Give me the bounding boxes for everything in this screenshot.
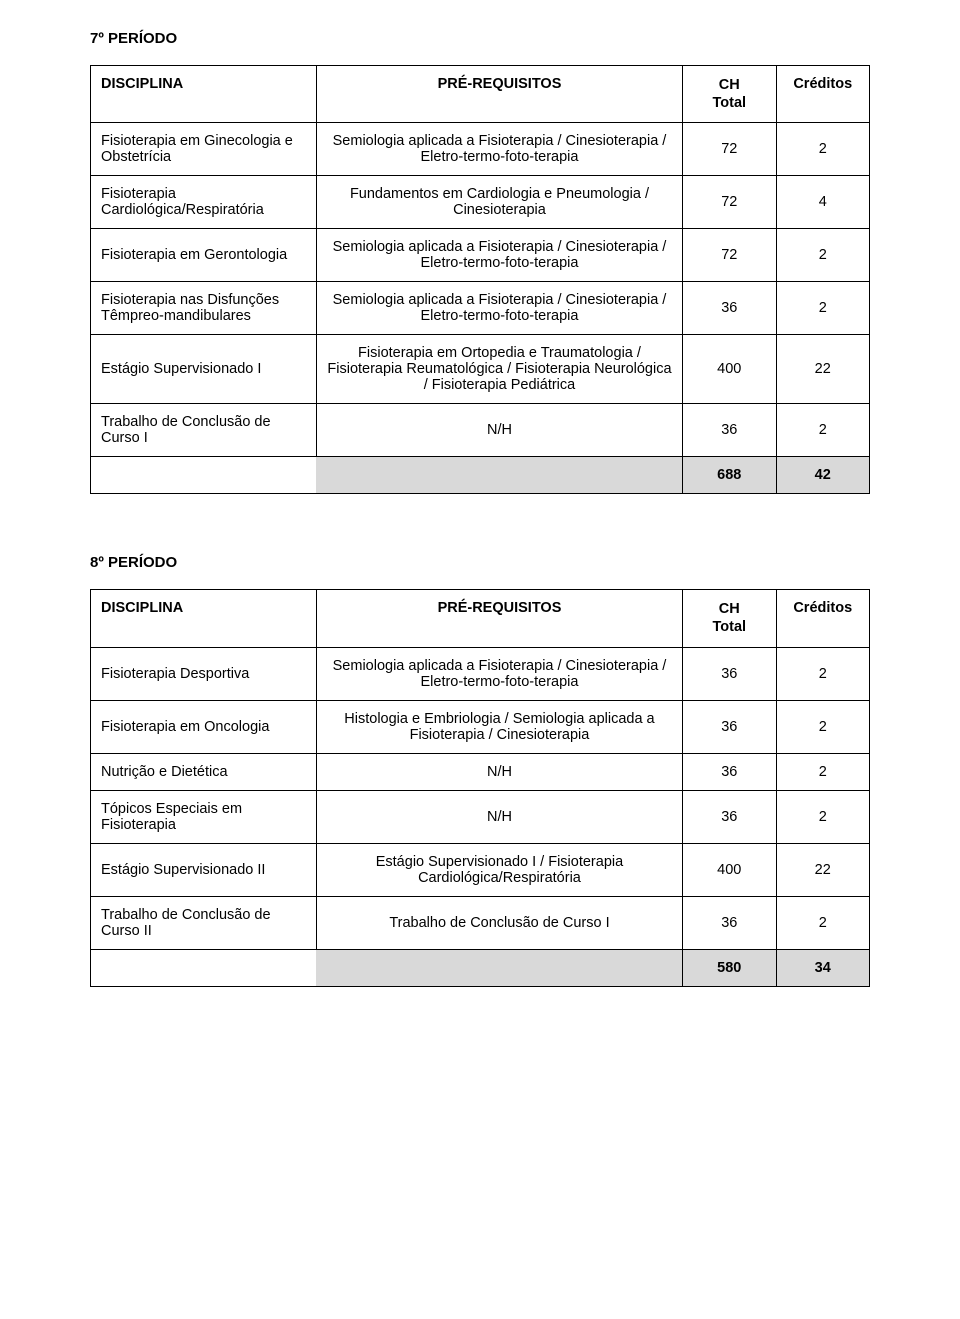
cell-prereq: Fundamentos em Cardiologia e Pneumologia… [316,176,682,229]
table-row: Fisioterapia nas Disfunções Têmpreo-mand… [91,282,870,335]
summary-cred: 42 [776,457,870,494]
cell-disciplina: Estágio Supervisionado I [91,335,317,404]
cell-ch: 36 [683,647,776,700]
cell-cred: 2 [776,229,870,282]
cell-disciplina: Trabalho de Conclusão de Curso I [91,404,317,457]
table-row: Fisioterapia em Ginecologia e Obstetríci… [91,123,870,176]
cell-prereq: Estágio Supervisionado I / Fisioterapia … [316,843,682,896]
cell-disciplina: Fisioterapia em Gerontologia [91,229,317,282]
cell-prereq: Semiologia aplicada a Fisioterapia / Cin… [316,647,682,700]
header-ch-line2: Total [712,95,746,111]
cell-ch: 72 [683,229,776,282]
cell-disciplina: Fisioterapia em Oncologia [91,700,317,753]
cell-prereq: Histologia e Embriologia / Semiologia ap… [316,700,682,753]
cell-ch: 36 [683,753,776,790]
table-row: Trabalho de Conclusão de Curso II Trabal… [91,896,870,949]
summary-ch: 688 [683,457,776,494]
table-row: Tópicos Especiais em Fisioterapia N/H 36… [91,790,870,843]
table-row: Estágio Supervisionado I Fisioterapia em… [91,335,870,404]
cell-ch: 400 [683,843,776,896]
cell-prereq: Fisioterapia em Ortopedia e Traumatologi… [316,335,682,404]
summary-ch: 580 [683,949,776,986]
cell-prereq: N/H [316,790,682,843]
cell-prereq: Semiologia aplicada a Fisioterapia / Cin… [316,123,682,176]
cell-cred: 2 [776,404,870,457]
cell-disciplina: Nutrição e Dietética [91,753,317,790]
table-header-row: DISCIPLINA PRÉ-REQUISITOS CH Total Crédi… [91,590,870,647]
summary-blank [316,457,682,494]
cell-disciplina: Fisioterapia Cardiológica/Respiratória [91,176,317,229]
header-prerequisitos: PRÉ-REQUISITOS [316,590,682,647]
header-ch-line2: Total [712,619,746,635]
cell-ch: 36 [683,700,776,753]
cell-prereq: Semiologia aplicada a Fisioterapia / Cin… [316,229,682,282]
header-disciplina: DISCIPLINA [91,66,317,123]
cell-disciplina: Fisioterapia Desportiva [91,647,317,700]
table-row: Fisioterapia Desportiva Semiologia aplic… [91,647,870,700]
cell-prereq: Semiologia aplicada a Fisioterapia / Cin… [316,282,682,335]
cell-cred: 2 [776,753,870,790]
cell-cred: 2 [776,123,870,176]
table-row: Fisioterapia em Gerontologia Semiologia … [91,229,870,282]
table-row: Estágio Supervisionado II Estágio Superv… [91,843,870,896]
header-ch-total: CH Total [683,590,776,647]
cell-ch: 36 [683,790,776,843]
cell-cred: 2 [776,282,870,335]
table-row: Fisioterapia Cardiológica/Respiratória F… [91,176,870,229]
cell-disciplina: Tópicos Especiais em Fisioterapia [91,790,317,843]
cell-cred: 2 [776,647,870,700]
header-ch-total: CH Total [683,66,776,123]
header-creditos: Créditos [776,66,870,123]
cell-ch: 400 [683,335,776,404]
summary-blank [91,457,317,494]
table-row: Trabalho de Conclusão de Curso I N/H 36 … [91,404,870,457]
page: 7º PERÍODO DISCIPLINA PRÉ-REQUISITOS CH … [0,0,960,1319]
cell-disciplina: Trabalho de Conclusão de Curso II [91,896,317,949]
table-row: Fisioterapia em Oncologia Histologia e E… [91,700,870,753]
table-period-8: DISCIPLINA PRÉ-REQUISITOS CH Total Crédi… [90,589,870,986]
table-period-7: DISCIPLINA PRÉ-REQUISITOS CH Total Crédi… [90,65,870,494]
period-8-title: 8º PERÍODO [90,554,870,571]
cell-cred: 2 [776,790,870,843]
header-ch-line1: CH [719,601,740,617]
header-ch-line1: CH [719,77,740,93]
header-creditos: Créditos [776,590,870,647]
cell-cred: 22 [776,335,870,404]
header-prerequisitos: PRÉ-REQUISITOS [316,66,682,123]
summary-blank [91,949,317,986]
cell-ch: 36 [683,896,776,949]
table-summary-row: 688 42 [91,457,870,494]
table-header-row: DISCIPLINA PRÉ-REQUISITOS CH Total Crédi… [91,66,870,123]
cell-cred: 2 [776,700,870,753]
cell-prereq: N/H [316,404,682,457]
header-disciplina: DISCIPLINA [91,590,317,647]
cell-prereq: N/H [316,753,682,790]
table-summary-row: 580 34 [91,949,870,986]
cell-disciplina: Estágio Supervisionado II [91,843,317,896]
summary-cred: 34 [776,949,870,986]
cell-ch: 72 [683,123,776,176]
cell-ch: 36 [683,282,776,335]
summary-blank [316,949,682,986]
period-7-title: 7º PERÍODO [90,30,870,47]
table-row: Nutrição e Dietética N/H 36 2 [91,753,870,790]
cell-ch: 36 [683,404,776,457]
cell-prereq: Trabalho de Conclusão de Curso I [316,896,682,949]
cell-ch: 72 [683,176,776,229]
cell-disciplina: Fisioterapia nas Disfunções Têmpreo-mand… [91,282,317,335]
cell-disciplina: Fisioterapia em Ginecologia e Obstetríci… [91,123,317,176]
cell-cred: 2 [776,896,870,949]
cell-cred: 4 [776,176,870,229]
cell-cred: 22 [776,843,870,896]
